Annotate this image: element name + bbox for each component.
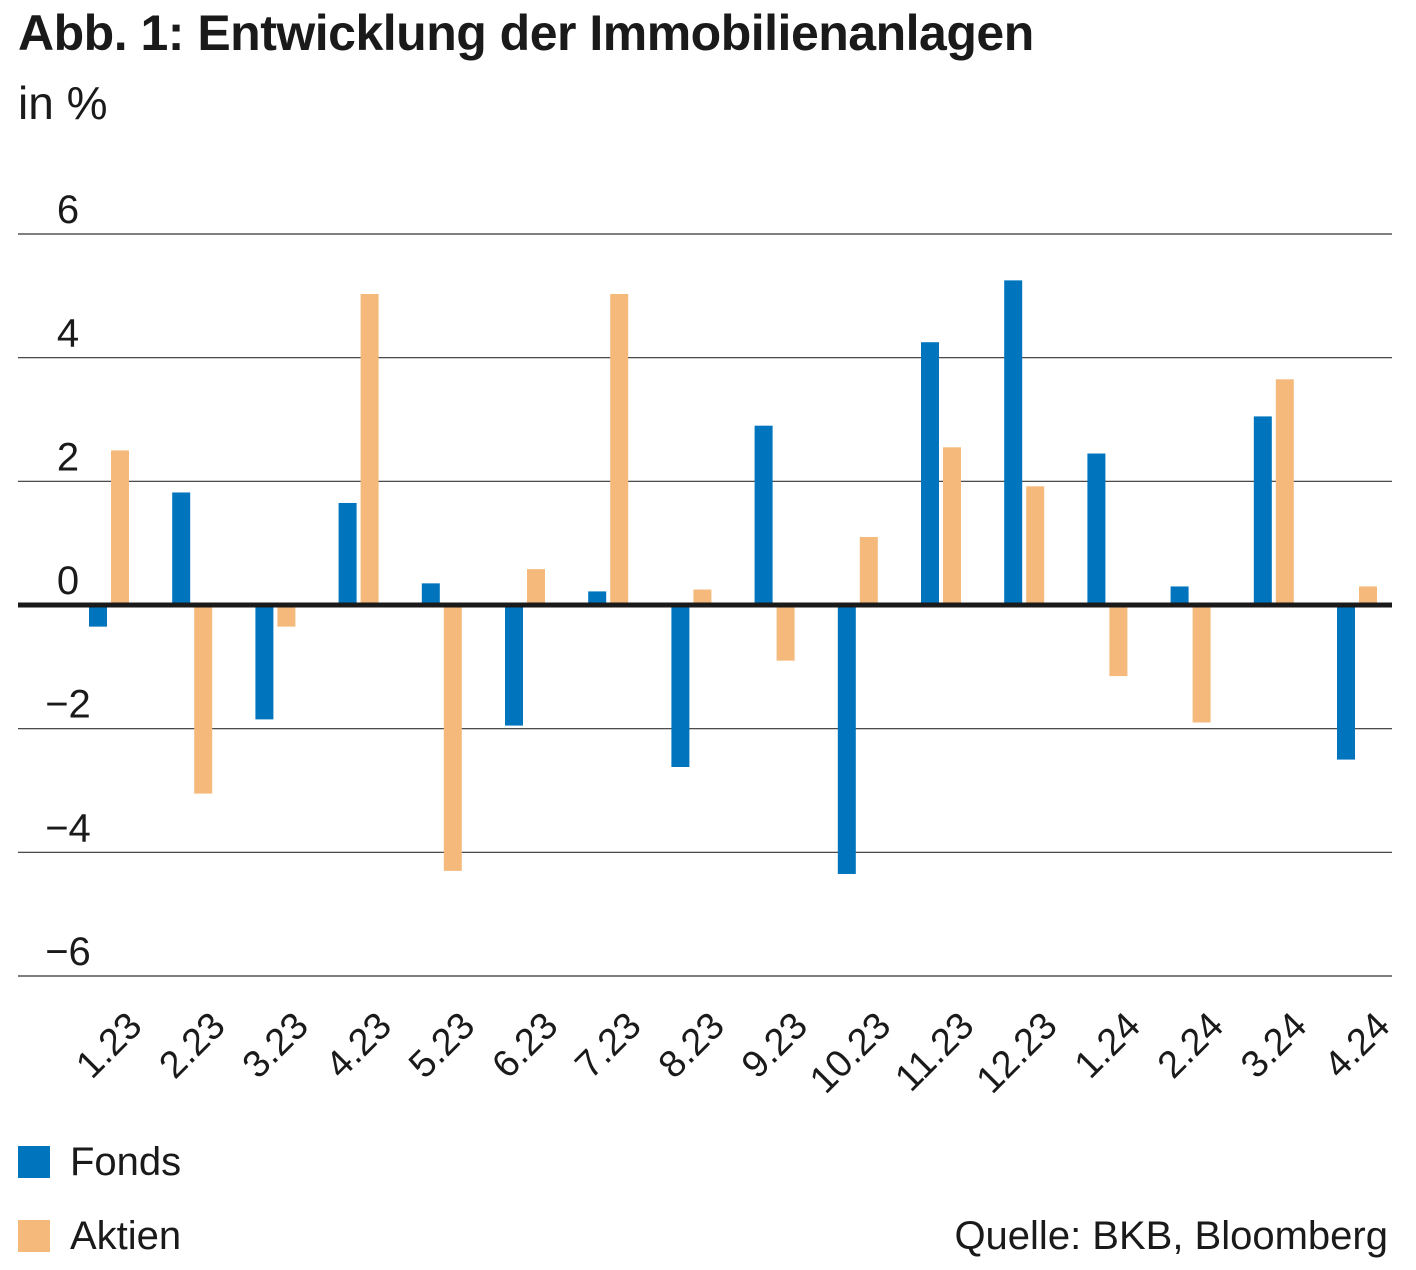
bar-fonds [505, 605, 523, 726]
y-tick-label: −2 [45, 683, 91, 727]
x-tick-label: 12.23 [969, 1005, 1066, 1102]
x-tick-label: 2.24 [1150, 1005, 1232, 1087]
bar-fonds [1004, 280, 1023, 605]
bar-fonds [754, 425, 773, 605]
x-tick-label: 3.23 [235, 1005, 317, 1087]
bar-aktien [1109, 605, 1128, 677]
bar-fonds [1087, 453, 1106, 605]
chart-subtitle: in % [18, 77, 108, 129]
bar-aktien [527, 569, 545, 605]
x-tick-label: 7.23 [568, 1005, 650, 1087]
bar-fonds [588, 591, 607, 605]
x-tick-label: 4.23 [318, 1005, 400, 1087]
bar-fonds [1337, 605, 1355, 760]
bar-aktien [1026, 486, 1045, 605]
legend-item-fonds: Fonds [18, 1139, 182, 1184]
bar-chart: 6 4 2 0 −2 −4 −6 1.23 2.23 3.23 4.23 5.23 6.23 7.23 8.… [18, 188, 1398, 1102]
bar-aktien [693, 589, 712, 605]
bar-aktien [1275, 379, 1294, 605]
legend-swatch-aktien [18, 1220, 50, 1252]
bar-aktien [1192, 605, 1211, 723]
x-tick-label: 1.24 [1067, 1005, 1149, 1087]
bar-fonds [1170, 586, 1189, 605]
bar-aktien [443, 605, 462, 871]
bar-fonds [421, 583, 440, 605]
y-tick-label: −4 [45, 806, 91, 850]
bar-fonds [172, 492, 191, 605]
x-tick-label: 10.23 [802, 1005, 899, 1102]
x-tick-label: 4.24 [1316, 1005, 1398, 1087]
x-tick-label: 5.23 [401, 1005, 483, 1087]
x-tick-label: 6.23 [484, 1005, 566, 1087]
y-tick-label: 2 [57, 435, 79, 479]
bar-aktien [610, 293, 629, 605]
bar-fonds [338, 502, 357, 605]
x-tick-label: 2.23 [152, 1005, 234, 1087]
bar-aktien [776, 605, 795, 661]
bar-aktien [111, 450, 129, 605]
source-note: Quelle: BKB, Bloomberg [954, 1214, 1388, 1258]
y-tick-label: 4 [57, 312, 79, 356]
legend-item-aktien: Aktien [18, 1213, 182, 1258]
legend-swatch-fonds [18, 1146, 50, 1178]
bar-fonds [671, 605, 690, 768]
legend-label-fonds: Fonds [70, 1139, 182, 1184]
bar-fonds [255, 605, 274, 720]
legend-label-aktien: Aktien [70, 1213, 182, 1258]
bar-aktien [277, 605, 296, 627]
bar-aktien [943, 447, 961, 605]
y-tick-label: 6 [57, 188, 79, 232]
x-tick-label: 11.23 [887, 1005, 982, 1100]
chart-title: Abb. 1: Entwicklung der Immobilienanlage… [18, 5, 1034, 61]
bar-aktien [1359, 586, 1377, 605]
bar-aktien [859, 536, 878, 605]
bar-fonds [89, 605, 107, 627]
bar-fonds [837, 605, 856, 874]
bar-fonds [1253, 416, 1272, 605]
y-tick-label: 0 [57, 559, 79, 603]
y-tick-label: −6 [45, 930, 91, 974]
x-tick-label: 8.23 [651, 1005, 733, 1087]
bar-aktien [194, 605, 213, 794]
bar-aktien [360, 293, 379, 605]
x-tick-label: 1.23 [68, 1005, 150, 1087]
bar-fonds [921, 342, 939, 605]
x-tick-label: 3.24 [1233, 1005, 1315, 1087]
